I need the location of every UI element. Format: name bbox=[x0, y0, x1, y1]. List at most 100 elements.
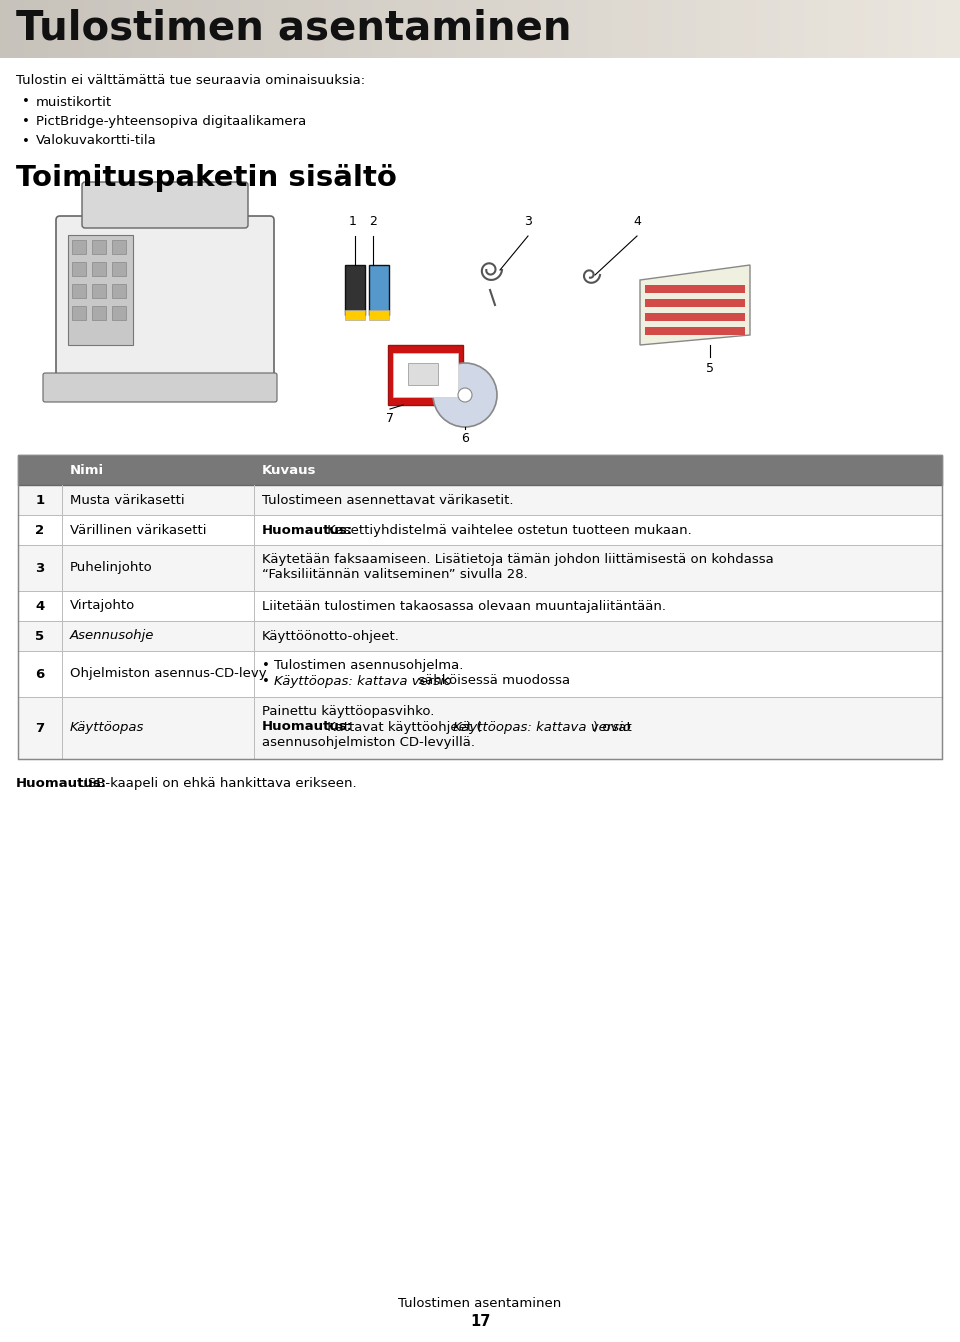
Text: 4: 4 bbox=[36, 600, 44, 612]
Bar bbox=[18, 455, 942, 484]
Bar bbox=[24, 0, 36, 58]
Bar bbox=[388, 345, 463, 405]
Bar bbox=[420, 0, 432, 58]
Bar bbox=[12, 0, 24, 58]
Bar bbox=[336, 0, 348, 58]
Text: Käyttöopas: Käyttöopas bbox=[70, 722, 144, 734]
Text: Asennusohje: Asennusohje bbox=[70, 629, 155, 643]
Bar bbox=[444, 0, 456, 58]
Polygon shape bbox=[640, 264, 750, 345]
Text: •: • bbox=[262, 675, 270, 687]
Bar bbox=[108, 0, 120, 58]
Text: 17: 17 bbox=[469, 1314, 491, 1329]
Bar bbox=[18, 621, 942, 651]
Bar bbox=[384, 0, 396, 58]
Text: Tulostimen asennusohjelma.: Tulostimen asennusohjelma. bbox=[274, 659, 464, 672]
Bar bbox=[72, 285, 86, 298]
Text: 2: 2 bbox=[36, 523, 44, 537]
Bar bbox=[144, 0, 156, 58]
Text: •: • bbox=[22, 95, 30, 109]
Bar bbox=[645, 313, 745, 321]
Bar bbox=[645, 285, 745, 293]
Bar bbox=[112, 285, 126, 298]
Bar bbox=[936, 0, 948, 58]
Bar bbox=[18, 545, 942, 590]
Bar bbox=[72, 0, 84, 58]
Text: Käyttöönotto-ohjeet.: Käyttöönotto-ohjeet. bbox=[262, 629, 400, 643]
Circle shape bbox=[458, 388, 472, 403]
Bar bbox=[900, 0, 912, 58]
Bar bbox=[92, 285, 106, 298]
Bar bbox=[300, 0, 312, 58]
Bar bbox=[924, 0, 936, 58]
Bar bbox=[393, 353, 458, 397]
Bar bbox=[396, 0, 408, 58]
Bar bbox=[816, 0, 828, 58]
Bar bbox=[72, 262, 86, 276]
Text: Kattavat käyttöohjeet (: Kattavat käyttöohjeet ( bbox=[323, 721, 482, 734]
Text: 5: 5 bbox=[36, 629, 44, 643]
Text: Kuvaus: Kuvaus bbox=[262, 463, 317, 476]
Text: 1: 1 bbox=[349, 215, 357, 228]
Text: Valokuvakortti-tila: Valokuvakortti-tila bbox=[36, 134, 156, 148]
Bar bbox=[120, 0, 132, 58]
Text: •: • bbox=[22, 115, 30, 127]
Bar bbox=[576, 0, 588, 58]
Text: Käytetään faksaamiseen. Lisätietoja tämän johdon liittämisestä on kohdassa: Käytetään faksaamiseen. Lisätietoja tämä… bbox=[262, 553, 774, 566]
Text: muistikortit: muistikortit bbox=[36, 95, 112, 109]
Bar bbox=[876, 0, 888, 58]
Bar bbox=[228, 0, 240, 58]
Bar bbox=[648, 0, 660, 58]
Bar bbox=[645, 327, 745, 336]
Bar bbox=[540, 0, 552, 58]
Text: 7: 7 bbox=[36, 722, 44, 734]
Bar bbox=[156, 0, 168, 58]
Text: 1: 1 bbox=[36, 494, 44, 506]
Bar bbox=[684, 0, 696, 58]
FancyBboxPatch shape bbox=[82, 183, 248, 228]
Text: 6: 6 bbox=[36, 667, 44, 680]
Text: Painettu käyttöopasvihko.: Painettu käyttöopasvihko. bbox=[262, 705, 434, 718]
Bar bbox=[600, 0, 612, 58]
Bar bbox=[216, 0, 228, 58]
Bar bbox=[348, 0, 360, 58]
Bar bbox=[252, 0, 264, 58]
Text: •: • bbox=[262, 659, 270, 672]
Text: PictBridge-yhteensopiva digitaalikamera: PictBridge-yhteensopiva digitaalikamera bbox=[36, 115, 306, 127]
Bar bbox=[708, 0, 720, 58]
Bar bbox=[864, 0, 876, 58]
Bar bbox=[168, 0, 180, 58]
Bar bbox=[60, 0, 72, 58]
Bar bbox=[369, 310, 389, 319]
Bar bbox=[180, 0, 192, 58]
Bar bbox=[18, 696, 942, 760]
Text: Käyttöopas: kattava versio: Käyttöopas: kattava versio bbox=[452, 721, 631, 734]
Bar bbox=[240, 0, 252, 58]
Bar bbox=[345, 310, 365, 319]
Text: •: • bbox=[22, 134, 30, 148]
Bar bbox=[636, 0, 648, 58]
Bar bbox=[780, 0, 792, 58]
Bar bbox=[408, 0, 420, 58]
Bar bbox=[756, 0, 768, 58]
Bar bbox=[18, 590, 942, 621]
Bar bbox=[18, 484, 942, 515]
Bar bbox=[624, 0, 636, 58]
Bar bbox=[360, 0, 372, 58]
Bar bbox=[312, 0, 324, 58]
Bar bbox=[660, 0, 672, 58]
Bar bbox=[132, 0, 144, 58]
Bar bbox=[369, 264, 389, 315]
Bar bbox=[912, 0, 924, 58]
Text: Virtajohto: Virtajohto bbox=[70, 600, 135, 612]
Bar bbox=[432, 0, 444, 58]
Text: sähköisessä muodossa: sähköisessä muodossa bbox=[415, 675, 570, 687]
Text: 5: 5 bbox=[706, 362, 714, 374]
Bar bbox=[588, 0, 600, 58]
Text: Tulostimeen asennettavat värikasetit.: Tulostimeen asennettavat värikasetit. bbox=[262, 494, 514, 507]
Text: Huomautus:: Huomautus: bbox=[262, 523, 353, 537]
Bar bbox=[645, 299, 745, 307]
Text: Tulostin ei välttämättä tue seuraavia ominaisuuksia:: Tulostin ei välttämättä tue seuraavia om… bbox=[16, 74, 365, 87]
Bar bbox=[92, 240, 106, 254]
Text: Nimi: Nimi bbox=[70, 463, 104, 476]
